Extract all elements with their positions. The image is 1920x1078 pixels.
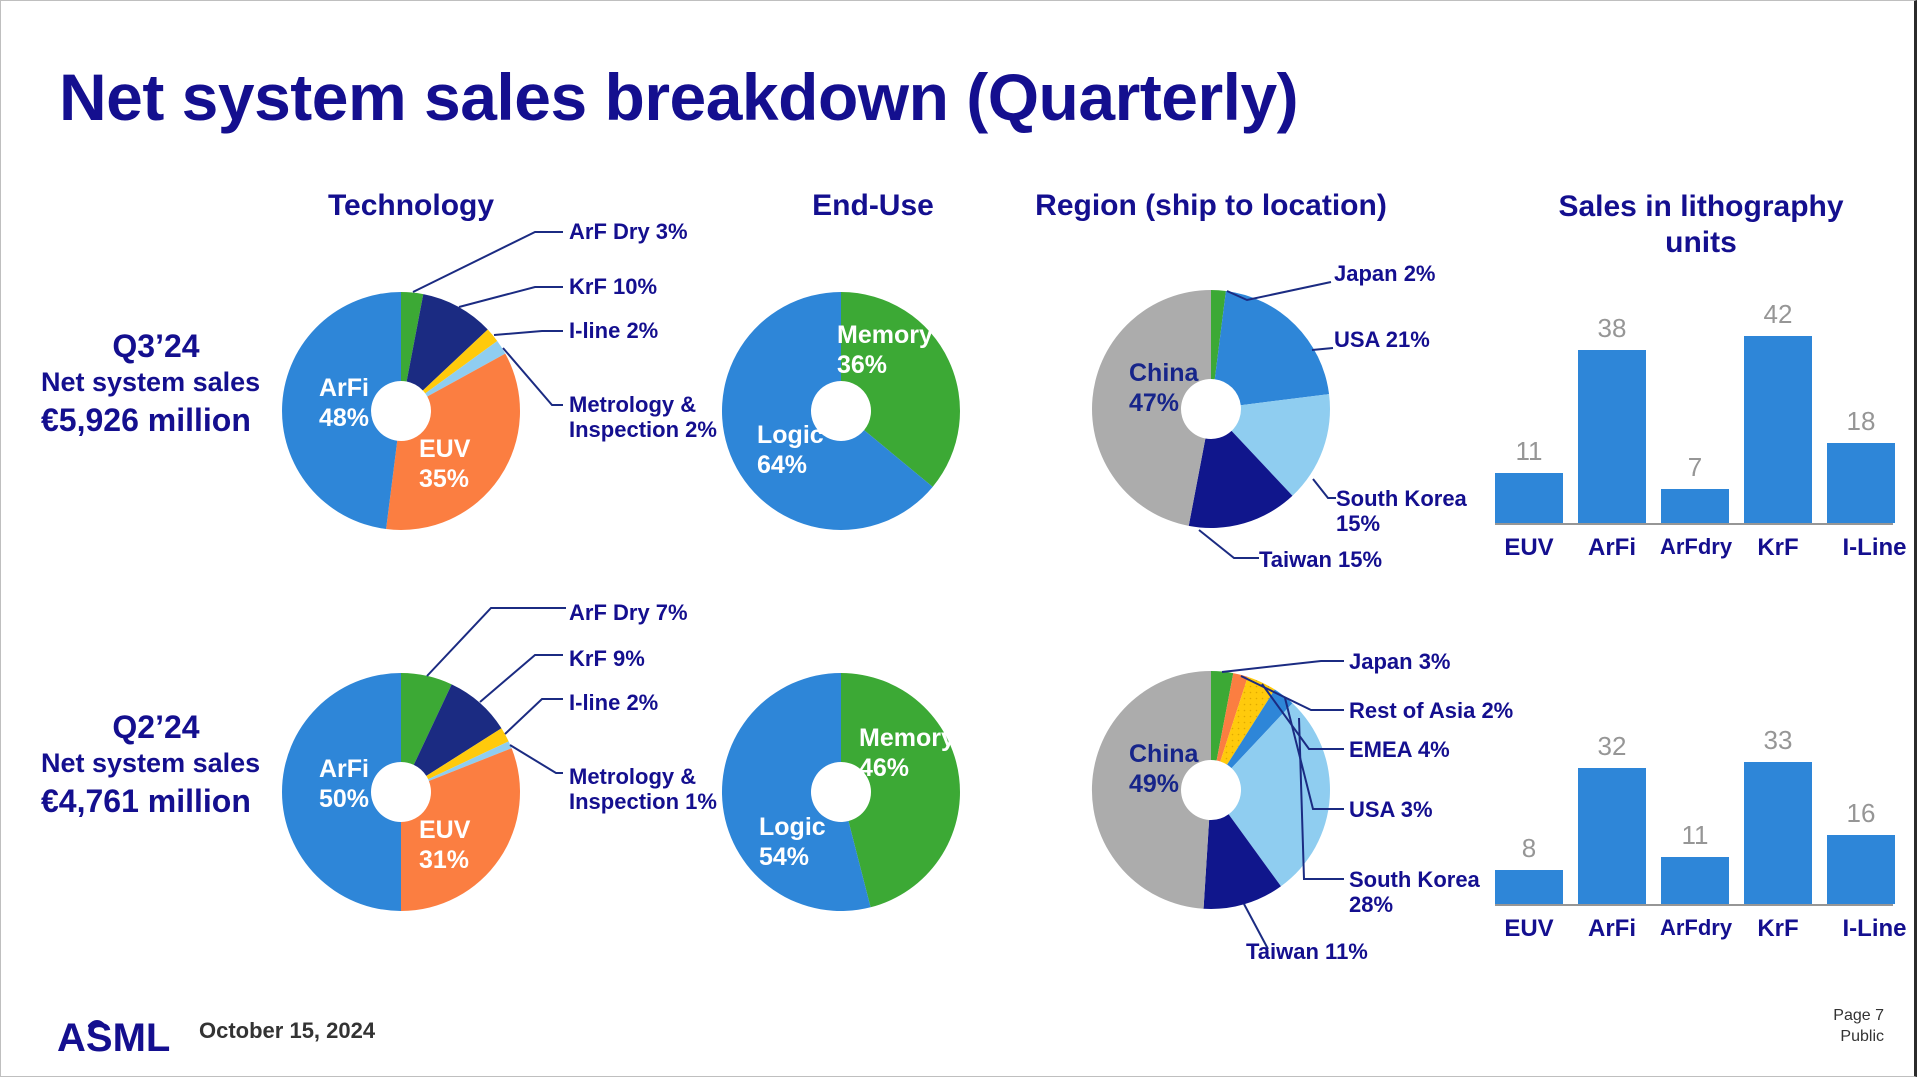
svg-text:ASML: ASML bbox=[57, 1016, 170, 1060]
